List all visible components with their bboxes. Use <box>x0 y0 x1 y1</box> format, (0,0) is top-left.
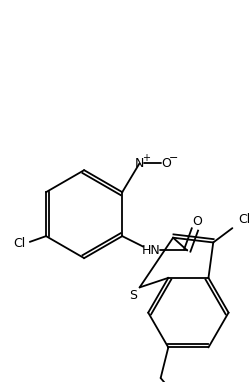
Text: +: + <box>142 153 150 163</box>
Text: −: − <box>169 153 179 163</box>
Text: Cl: Cl <box>13 237 25 250</box>
Text: N: N <box>135 157 144 170</box>
Text: HN: HN <box>142 244 160 257</box>
Text: O: O <box>161 157 171 170</box>
Text: O: O <box>192 215 202 228</box>
Text: S: S <box>129 289 137 301</box>
Text: Cl: Cl <box>239 213 249 226</box>
